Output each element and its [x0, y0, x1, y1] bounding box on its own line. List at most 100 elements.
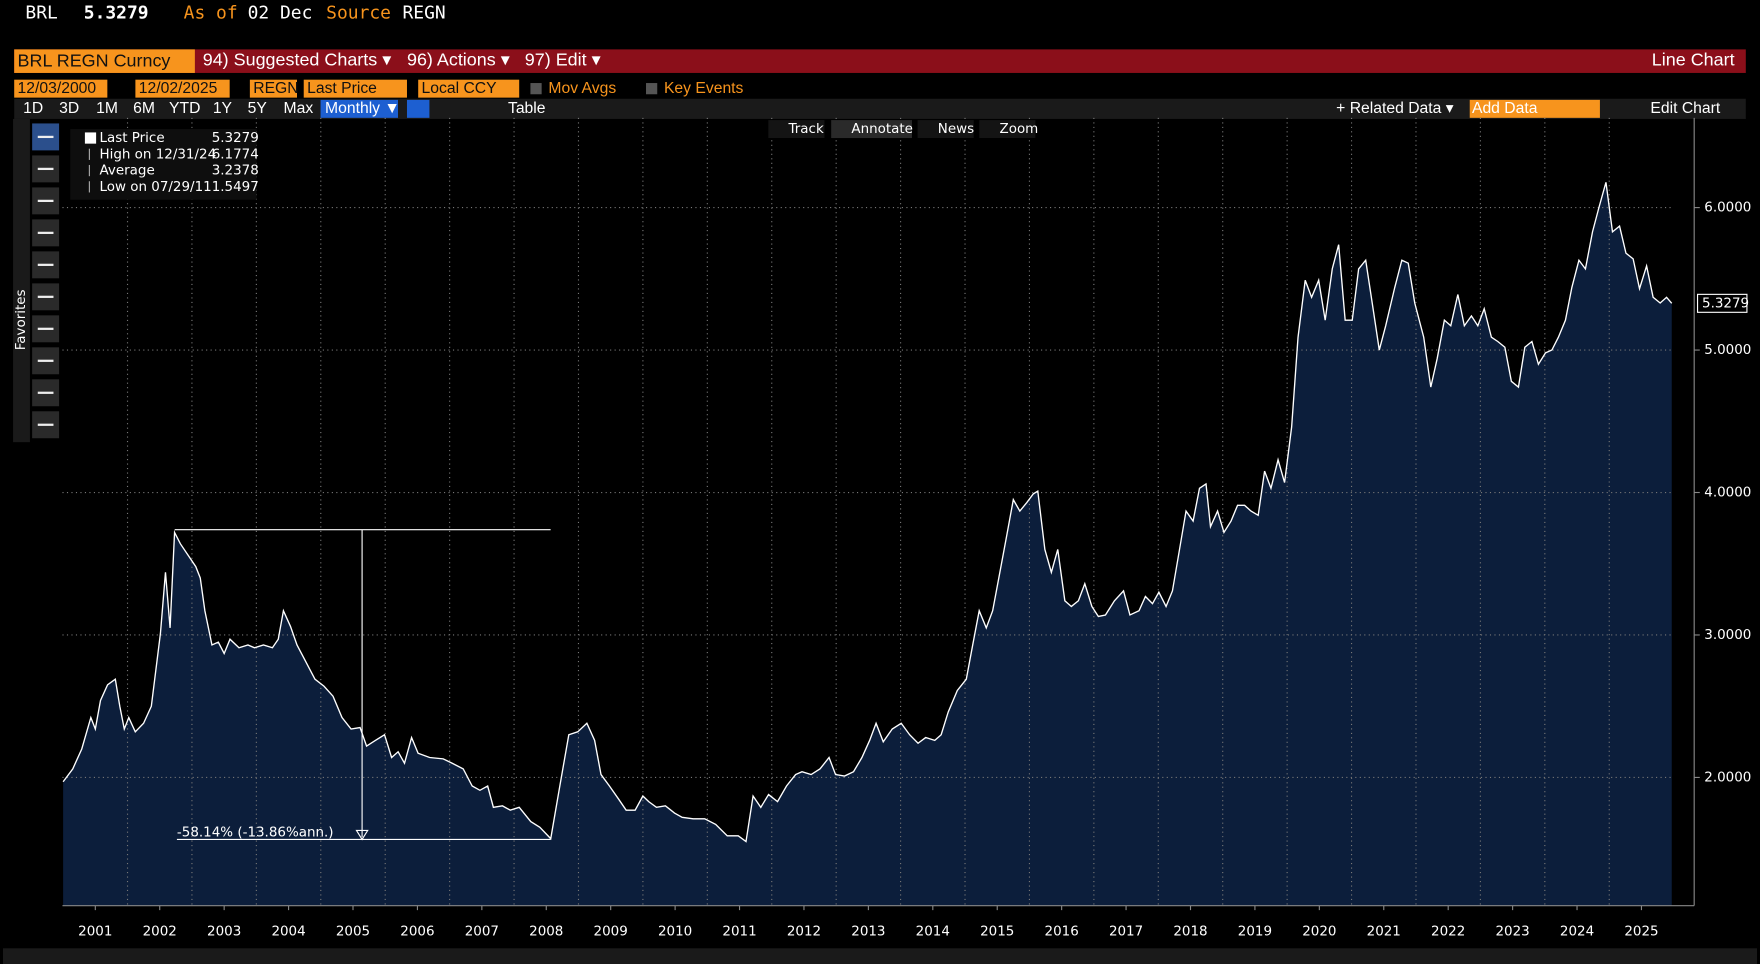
menu-bar — [14, 49, 1746, 73]
menu-item[interactable]: 94) Suggested Charts ▾ — [203, 49, 391, 69]
menu-item[interactable]: 97) Edit ▾ — [525, 49, 601, 69]
x-tick-label: 2017 — [1109, 924, 1143, 939]
favorites-strip — [13, 118, 30, 443]
x-tick-label: 2010 — [658, 924, 692, 939]
y-tick-label: 4.0000 — [1704, 486, 1751, 501]
end-date[interactable]: 12/02/2025 — [139, 80, 218, 97]
annotation — [174, 529, 551, 841]
tool-button[interactable] — [768, 120, 825, 139]
tool-button[interactable] — [979, 120, 1036, 139]
x-tick-label: 2022 — [1431, 924, 1465, 939]
tool-label[interactable]: News — [938, 122, 974, 137]
x-tick-label: 2004 — [271, 924, 305, 939]
x-tick-label: 2003 — [207, 924, 241, 939]
period-button[interactable]: 6M — [133, 100, 155, 117]
x-tick-label: 2005 — [336, 924, 370, 939]
add-data-box[interactable] — [1469, 99, 1600, 118]
field-box[interactable] — [303, 79, 407, 98]
legend-label: Low on 07/29/11 — [99, 180, 211, 195]
menu-item[interactable]: 96) Actions ▾ — [407, 49, 510, 69]
date-box[interactable] — [135, 79, 230, 98]
period-bar — [14, 98, 1746, 119]
tool-button[interactable] — [917, 120, 974, 139]
option[interactable]: Mov Avgs — [548, 80, 616, 97]
x-tick-label: 2007 — [465, 924, 499, 939]
as-of-label: As of — [184, 2, 238, 23]
price: 5.3279 — [84, 2, 149, 23]
legend-label: Average — [99, 164, 154, 179]
legend-value: 6.1774 — [212, 147, 259, 162]
annotation-label: -58.14% (-13.86%ann.) — [177, 826, 334, 841]
settings-bar: 12/03/2000 12/02/2025 REGN Last Price Lo… — [14, 79, 744, 98]
related-data[interactable]: + Related Data ▾ — [1336, 100, 1454, 117]
x-tick-label: 2019 — [1238, 924, 1272, 939]
x-tick-label: 2013 — [851, 924, 885, 939]
legend-label: Last Price — [99, 131, 164, 146]
y-tick-label: 5.0000 — [1704, 343, 1751, 358]
x-tick-label: 2012 — [787, 924, 821, 939]
x-tick-label: 2001 — [78, 924, 112, 939]
period-button[interactable]: 3D — [59, 100, 79, 117]
favorites[interactable]: Favorites — [14, 289, 29, 350]
tool-label[interactable]: Zoom — [1000, 122, 1039, 137]
x-tick-label: 2020 — [1302, 924, 1336, 939]
currency[interactable]: Local CCY — [422, 80, 498, 97]
edit-chart[interactable]: Edit Chart — [1650, 100, 1720, 117]
legend-box — [70, 129, 257, 200]
x-tick-label: 2023 — [1495, 924, 1529, 939]
x-tick-label: 2018 — [1173, 924, 1207, 939]
legend-label: High on 12/31/24 — [99, 147, 216, 162]
x-tick-label: 2024 — [1560, 924, 1594, 939]
checkbox[interactable] — [530, 83, 542, 95]
last-value-tag — [1696, 293, 1748, 313]
last-value-label: 5.3279 — [1702, 296, 1749, 311]
date-box[interactable] — [14, 79, 108, 98]
y-tick-label: 3.0000 — [1704, 628, 1751, 643]
chart-type[interactable]: Line Chart — [1652, 49, 1735, 69]
x-tick-label: 2015 — [980, 924, 1014, 939]
legend-value: 5.3279 — [212, 131, 259, 146]
source-box[interactable] — [249, 79, 297, 98]
source-field[interactable]: REGN — [253, 80, 298, 97]
line-icon[interactable] — [406, 99, 430, 118]
period-button[interactable]: 1D — [23, 100, 43, 117]
period-button[interactable]: 1M — [96, 100, 118, 117]
bottom-strip — [2, 948, 1758, 964]
table-button[interactable]: Table — [508, 100, 546, 117]
frequency[interactable]: Monthly ▼ — [325, 100, 400, 117]
tool-label[interactable]: Annotate — [851, 122, 913, 137]
period-button[interactable]: Max — [284, 100, 314, 117]
y-tick-label: 2.0000 — [1704, 770, 1751, 785]
x-tick-label: 2009 — [594, 924, 628, 939]
frequency-box[interactable] — [320, 99, 398, 118]
x-tick-label: 2006 — [400, 924, 434, 939]
x-tick-label: 2016 — [1045, 924, 1079, 939]
x-tick-label: 2014 — [916, 924, 950, 939]
x-tick-label: 2011 — [722, 924, 756, 939]
legend-value: 3.2378 — [212, 164, 259, 179]
x-tick-label: 2008 — [529, 924, 563, 939]
legend-value: 1.5497 — [212, 180, 259, 195]
add-data[interactable]: Add Data — [1472, 100, 1538, 117]
x-tick-label: 2002 — [143, 924, 177, 939]
toolbar — [32, 123, 60, 439]
checkbox[interactable] — [646, 83, 658, 95]
option[interactable]: Key Events — [664, 80, 744, 97]
field[interactable]: Last Price — [307, 80, 377, 97]
period-button[interactable]: 5Y — [248, 100, 268, 117]
tool-button[interactable] — [831, 120, 912, 139]
security[interactable]: BRL REGN Curncy — [18, 50, 171, 70]
ticker: BRL — [25, 2, 57, 23]
x-tick-label: 2021 — [1367, 924, 1401, 939]
period-button[interactable]: 1Y — [213, 100, 233, 117]
y-tick-label: 6.0000 — [1704, 201, 1751, 216]
tool-label[interactable]: Track — [788, 122, 824, 137]
arrow-head — [355, 829, 369, 841]
start-date[interactable]: 12/03/2000 — [18, 80, 97, 97]
currency-box[interactable] — [418, 79, 520, 98]
security-box[interactable] — [14, 49, 195, 73]
source-label: Source — [326, 2, 391, 23]
period-button[interactable]: YTD — [169, 100, 200, 117]
